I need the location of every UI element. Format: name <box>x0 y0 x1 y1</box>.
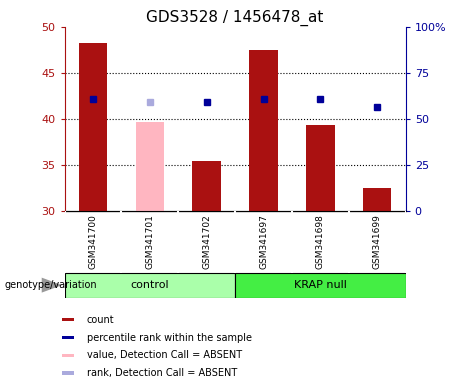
Bar <box>363 188 391 211</box>
Bar <box>136 122 164 211</box>
Text: GSM341697: GSM341697 <box>259 215 268 269</box>
Text: percentile rank within the sample: percentile rank within the sample <box>87 333 252 343</box>
FancyBboxPatch shape <box>235 273 406 298</box>
Polygon shape <box>42 278 62 293</box>
Text: GSM341698: GSM341698 <box>316 215 325 269</box>
Text: value, Detection Call = ABSENT: value, Detection Call = ABSENT <box>87 350 242 360</box>
Bar <box>193 161 221 211</box>
FancyBboxPatch shape <box>65 273 235 298</box>
Text: control: control <box>130 280 169 290</box>
Bar <box>306 126 335 211</box>
Text: genotype/variation: genotype/variation <box>5 280 97 290</box>
Bar <box>62 336 74 339</box>
Text: GSM341699: GSM341699 <box>373 215 382 269</box>
Bar <box>62 318 74 321</box>
Bar <box>249 50 278 211</box>
Text: rank, Detection Call = ABSENT: rank, Detection Call = ABSENT <box>87 368 237 378</box>
Title: GDS3528 / 1456478_at: GDS3528 / 1456478_at <box>147 9 324 25</box>
Text: GSM341701: GSM341701 <box>145 215 154 269</box>
Text: GSM341700: GSM341700 <box>89 215 97 269</box>
Text: count: count <box>87 315 114 325</box>
Text: GSM341702: GSM341702 <box>202 215 211 269</box>
Bar <box>62 371 74 375</box>
Bar <box>79 43 107 211</box>
Bar <box>62 354 74 357</box>
Text: KRAP null: KRAP null <box>294 280 347 290</box>
